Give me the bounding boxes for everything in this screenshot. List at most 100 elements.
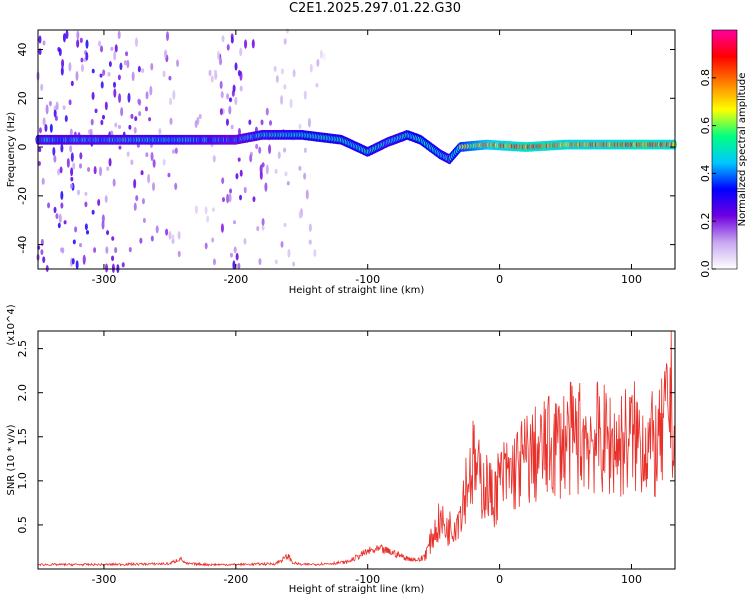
noise-speck xyxy=(70,167,74,177)
noise-speck xyxy=(230,36,234,44)
noise-speck xyxy=(228,97,232,102)
noise-speck xyxy=(99,166,103,177)
noise-speck xyxy=(82,256,86,262)
noise-speck xyxy=(233,220,237,225)
noise-speck xyxy=(61,247,65,254)
noise-speck xyxy=(113,50,117,61)
noise-speck xyxy=(101,220,105,230)
noise-speck xyxy=(72,162,76,170)
snr-series-line xyxy=(38,330,676,567)
noise-speck xyxy=(239,47,243,57)
noise-speck xyxy=(139,237,143,244)
noise-speck xyxy=(316,58,320,67)
y-tick-label: 40 xyxy=(16,43,29,57)
noise-speck xyxy=(275,75,279,83)
noise-speck xyxy=(152,182,156,191)
noise-speck xyxy=(220,223,224,233)
x-tick-label: 100 xyxy=(621,273,642,286)
noise-speck xyxy=(79,37,83,44)
noise-speck xyxy=(221,197,225,203)
noise-speck xyxy=(171,234,175,241)
noise-speck xyxy=(243,186,247,194)
ridge-layer xyxy=(35,129,677,165)
noise-speck xyxy=(97,40,101,47)
noise-speck xyxy=(130,113,134,119)
noise-speck xyxy=(150,235,154,242)
noise-speck xyxy=(138,111,142,117)
noise-speck xyxy=(260,119,264,126)
noise-speck xyxy=(111,263,115,274)
noise-speck xyxy=(228,193,232,203)
noise-speck xyxy=(123,59,127,66)
noise-speck xyxy=(319,49,323,59)
noise-speck xyxy=(210,75,214,83)
noise-speck xyxy=(90,118,94,126)
noise-speck xyxy=(118,124,122,129)
noise-speck xyxy=(152,159,156,168)
noise-speck xyxy=(164,49,168,59)
noise-speck xyxy=(130,159,134,166)
noise-speck xyxy=(111,236,115,241)
noise-speck xyxy=(74,226,78,233)
noise-speck xyxy=(212,155,216,163)
noise-speck xyxy=(97,198,101,207)
noise-speck xyxy=(137,98,141,105)
noise-speck xyxy=(213,69,217,75)
noise-speck xyxy=(100,81,104,89)
noise-speck xyxy=(105,246,109,254)
noise-speck xyxy=(49,123,53,133)
noise-speck xyxy=(64,115,68,122)
noise-speck xyxy=(60,202,64,209)
x-axis-label: Height of straight line (km) xyxy=(289,285,425,296)
noise-speck xyxy=(167,172,171,178)
noise-speck xyxy=(107,71,111,77)
noise-speck xyxy=(118,93,122,104)
noise-speck xyxy=(258,146,262,154)
noise-speck xyxy=(194,205,198,214)
noise-speck xyxy=(234,62,238,71)
noise-speck xyxy=(308,239,312,245)
noise-speck xyxy=(261,162,265,168)
noise-speck xyxy=(283,147,287,153)
noise-speck xyxy=(289,98,293,109)
noise-speck xyxy=(248,119,252,125)
noise-speck xyxy=(232,84,236,93)
noise-speck xyxy=(140,170,144,176)
noise-speck xyxy=(141,198,145,205)
noise-speck xyxy=(165,228,169,236)
noise-speck xyxy=(84,201,88,208)
noise-speck xyxy=(298,123,302,130)
noise-speck xyxy=(308,223,312,232)
noise-speck xyxy=(252,196,256,203)
noise-speck xyxy=(239,85,243,92)
noise-speck xyxy=(251,39,255,49)
noise-speck xyxy=(172,89,176,100)
noise-speck xyxy=(307,117,311,128)
noise-speck xyxy=(91,91,95,100)
noise-speck xyxy=(283,84,287,90)
noise-speck xyxy=(286,181,290,186)
noise-speck xyxy=(113,88,117,98)
noise-speck xyxy=(60,190,64,201)
noise-speck xyxy=(106,230,110,236)
noise-speck xyxy=(221,35,225,43)
noise-speck xyxy=(133,126,137,134)
noise-speck xyxy=(127,92,131,103)
noise-speck xyxy=(114,122,118,128)
noise-speck xyxy=(169,117,173,125)
noise-speck xyxy=(75,71,79,81)
x-tick-label: -300 xyxy=(91,573,116,586)
noise-speck xyxy=(85,39,89,49)
noise-speck xyxy=(166,31,170,42)
noise-speck xyxy=(303,147,307,153)
noise-speck xyxy=(62,33,66,43)
noise-speck xyxy=(69,145,73,153)
noise-speck xyxy=(48,100,52,107)
y-tick-label: 0 xyxy=(16,144,29,151)
noise-speck xyxy=(100,119,104,126)
noise-speck xyxy=(105,263,109,273)
noise-speck xyxy=(106,166,110,171)
noise-speck xyxy=(244,39,248,49)
noise-speck xyxy=(219,57,223,66)
noise-speck xyxy=(60,144,64,153)
